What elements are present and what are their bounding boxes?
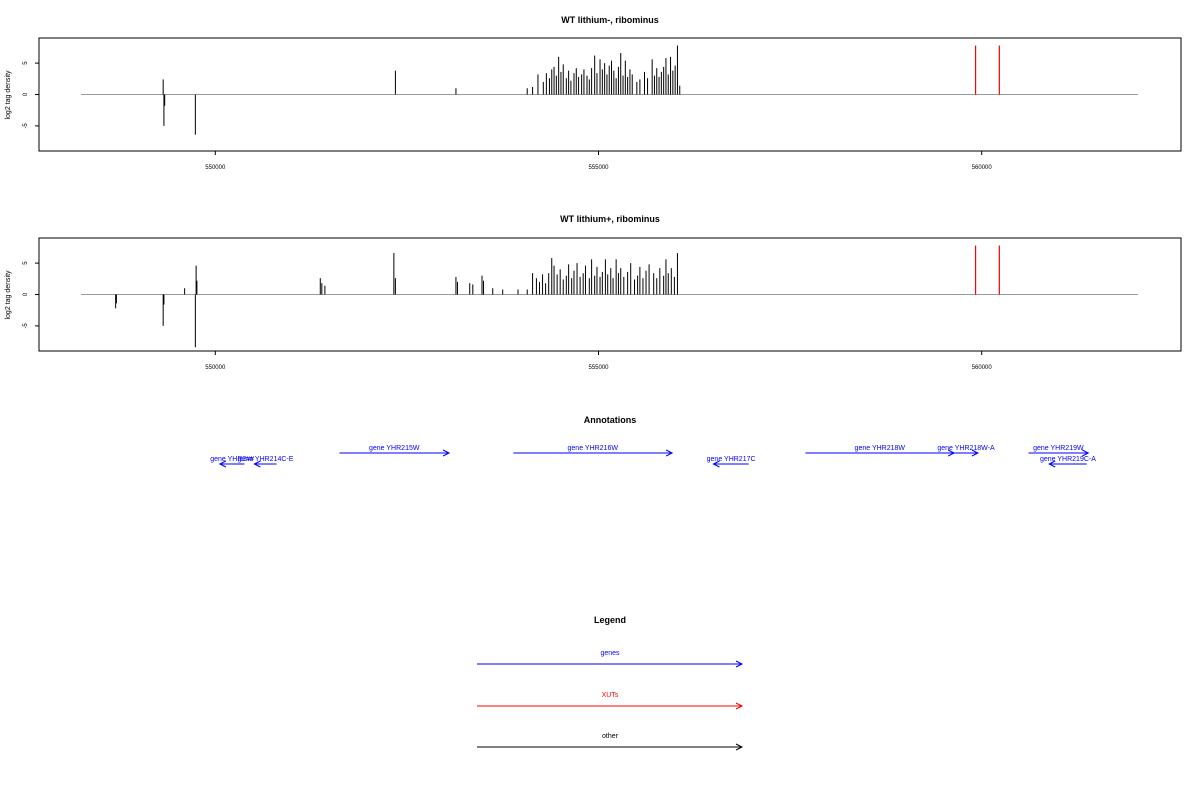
gene-label: gene YHR2## xyxy=(210,456,254,463)
legend-label: other xyxy=(602,733,619,740)
legend-title: Legend xyxy=(594,615,626,625)
gene-label: gene YHR218W xyxy=(855,445,906,452)
gene-label: gene YHR216W xyxy=(568,445,619,452)
legend-items: genes XUTs other xyxy=(477,650,744,751)
annotations-title: Annotations xyxy=(584,415,637,425)
gene-arrow-head xyxy=(442,449,451,457)
y-tick-label: -5 xyxy=(23,123,29,129)
legend-item: other xyxy=(477,733,744,751)
x-tick-label: 555000 xyxy=(588,365,609,371)
gene-arrow-head xyxy=(665,449,674,457)
gene-feature: gene YHR216W xyxy=(513,445,674,457)
y-tick-label: 5 xyxy=(23,61,29,65)
gene-label: gene YHR217C xyxy=(707,456,756,463)
gene-arrow-head xyxy=(218,460,227,468)
axes: 550000 555000 560000 -5 0 5 xyxy=(23,61,1138,171)
gene-features: gene YHR2##gene YHR214C-E gene YHR215W gen… xyxy=(210,445,1096,468)
gene-feature: gene YHR215W xyxy=(339,445,451,457)
legend-label: XUTs xyxy=(602,692,619,699)
axes: 550000 555000 560000 -5 0 5 xyxy=(23,261,1138,371)
gene-arrow-head xyxy=(253,460,261,468)
x-tick-label: 560000 xyxy=(972,365,993,371)
gene-feature: gene YHR217C xyxy=(707,456,756,468)
gene-feature: gene YHR218W xyxy=(805,445,956,457)
legend-label: genes xyxy=(600,650,620,657)
x-tick-label: 550000 xyxy=(205,165,226,171)
legend-item: genes xyxy=(477,650,744,668)
y-tick-label: -5 xyxy=(23,323,29,329)
track-panel-lithium-plus: WT lithium+, ribominus log2 tag density … xyxy=(5,214,1182,371)
legend-arrow-head xyxy=(735,660,744,668)
gene-arrow-head xyxy=(971,449,980,457)
bars xyxy=(162,45,1000,135)
y-tick-label: 5 xyxy=(23,261,29,265)
y-axis-label: log2 tag density xyxy=(5,70,12,120)
gene-feature: gene YHR214C-E xyxy=(238,456,294,468)
gene-label: gene YHR219W xyxy=(1033,445,1084,452)
gene-label: gene YHR218W-A xyxy=(937,445,995,452)
gene-feature: gene YHR218W-A xyxy=(937,445,995,457)
annotations-track: Annotations gene YHR2##gene YHR214C-Egen… xyxy=(210,415,1096,468)
gene-feature: gene YHR219W xyxy=(1028,445,1090,457)
y-tick-label: 0 xyxy=(23,92,29,96)
gene-arrow-head xyxy=(1048,460,1056,468)
gene-label: gene YHR219C-A xyxy=(1040,456,1096,463)
track-title: WT lithium-, ribominus xyxy=(561,15,659,25)
gene-label: gene YHR215W xyxy=(369,445,420,452)
gene-arrow-head xyxy=(1082,449,1090,457)
gene-feature: gene YHR219C-A xyxy=(1040,456,1096,468)
legend-arrow-head xyxy=(735,702,744,710)
gene-feature: gene YHR2## xyxy=(210,456,254,468)
legend: Legend genes XUTs other xyxy=(477,615,744,751)
track-panel-lithium-minus: WT lithium-, ribominus log2 tag density … xyxy=(5,15,1182,171)
bars xyxy=(115,245,1000,348)
legend-item: XUTs xyxy=(477,692,744,710)
gene-label: gene YHR214C-E xyxy=(238,456,294,463)
legend-arrow-head xyxy=(735,743,744,751)
x-tick-label: 560000 xyxy=(972,165,993,171)
y-axis-label: log2 tag density xyxy=(5,270,12,320)
gene-arrow-head xyxy=(712,460,720,468)
x-tick-label: 555000 xyxy=(588,165,609,171)
track-title: WT lithium+, ribominus xyxy=(560,214,660,224)
x-tick-label: 550000 xyxy=(205,365,226,371)
y-tick-label: 0 xyxy=(23,292,29,296)
